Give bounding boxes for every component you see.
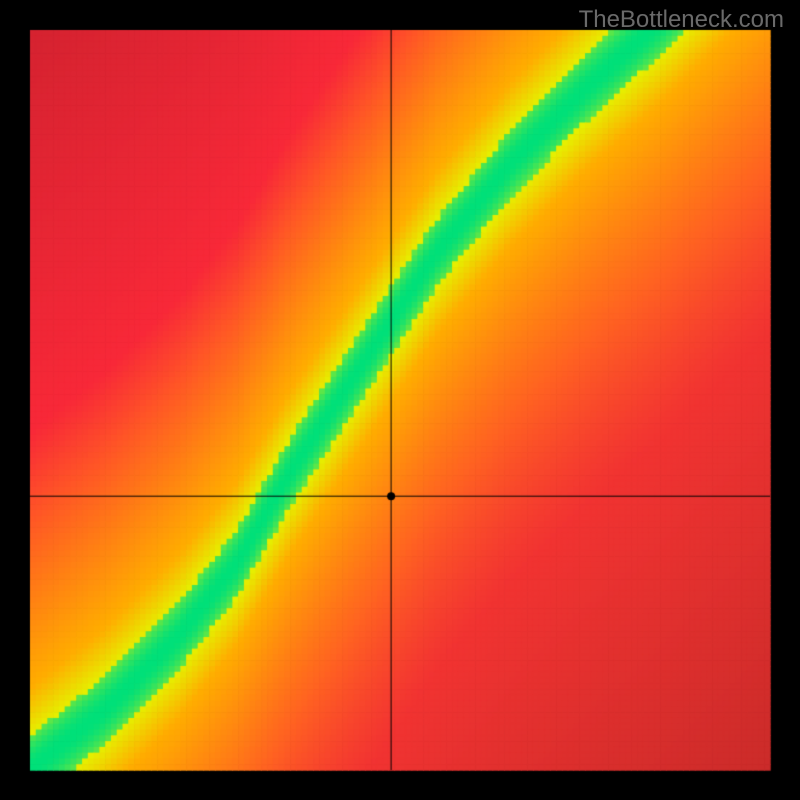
heatmap-canvas: [0, 0, 800, 800]
watermark-text: TheBottleneck.com: [579, 6, 784, 34]
chart-container: TheBottleneck.com: [0, 0, 800, 800]
